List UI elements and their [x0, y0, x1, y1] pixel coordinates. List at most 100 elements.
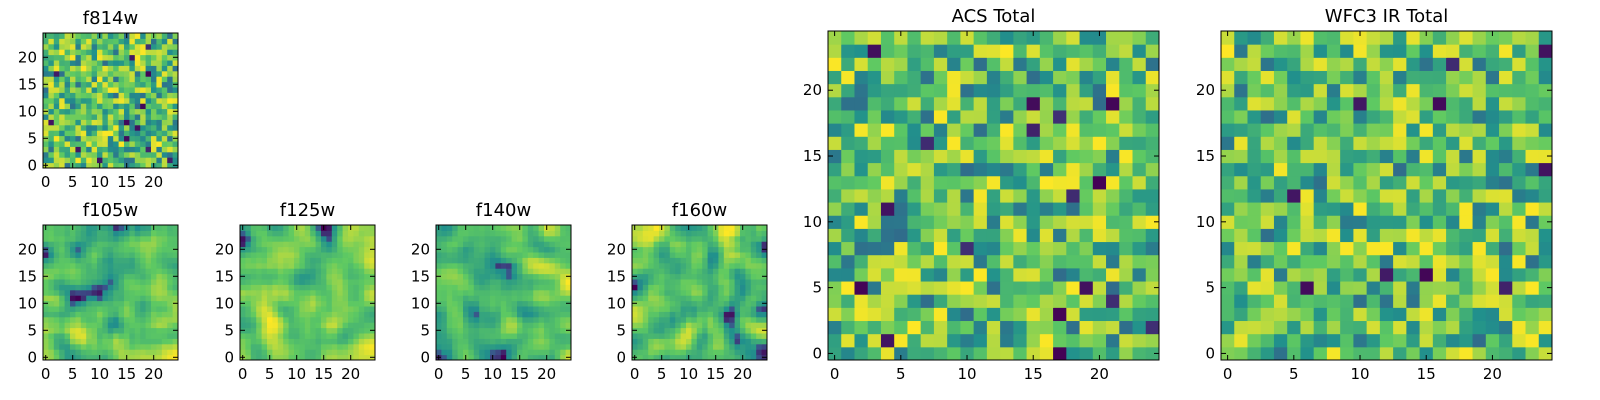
heatmap-cell [1353, 254, 1368, 269]
heatmap-cell [933, 267, 948, 282]
heatmap-cell [129, 162, 136, 169]
heatmap-cell [283, 306, 290, 312]
heatmap-cell [156, 141, 163, 147]
heatmap-cell [1287, 320, 1301, 335]
heatmap-cell [920, 281, 935, 295]
heatmap-cell [1106, 333, 1120, 348]
heatmap-cell [446, 327, 453, 334]
heatmap-cell [113, 257, 120, 264]
heatmap-cell [43, 262, 49, 269]
heatmap-cell [151, 349, 157, 356]
heatmap-cell [986, 44, 1001, 58]
heatmap-cell [517, 230, 523, 237]
heatmap-cell [664, 322, 671, 329]
heatmap-cell [331, 225, 338, 231]
heatmap-cell [369, 338, 376, 345]
heatmap-cell [167, 349, 174, 356]
heatmap-cell [1026, 294, 1041, 308]
heatmap-cell [118, 38, 125, 45]
heatmap-cell [70, 295, 76, 302]
heatmap-cell [145, 246, 152, 253]
heatmap-cell [1106, 31, 1120, 45]
heatmap-cell [1393, 70, 1407, 85]
x-tick-label: 0 [238, 365, 248, 383]
heatmap-cell [544, 343, 550, 350]
heatmap-cell [729, 289, 736, 296]
heatmap-cell [134, 141, 141, 147]
heatmap-cell [500, 268, 507, 275]
axes-frame [42, 224, 179, 361]
heatmap-cell [1013, 149, 1028, 164]
heatmap-cell [1247, 31, 1262, 45]
heatmap-cell [107, 311, 114, 318]
heatmap-cell [91, 146, 98, 153]
heatmap-cell [358, 230, 365, 237]
heatmap-cell [91, 114, 98, 120]
heatmap-cell [245, 295, 252, 302]
heatmap-cell [750, 289, 757, 296]
heatmap-cell [59, 349, 66, 356]
heatmap-cell [468, 333, 475, 339]
heatmap-cell [129, 289, 136, 296]
heatmap-cell [457, 273, 464, 280]
heatmap-cell [267, 279, 273, 285]
heatmap-cell [560, 311, 567, 318]
heatmap-cell [1366, 254, 1381, 269]
heatmap-cell [1221, 254, 1235, 269]
heatmap-cell [1039, 281, 1054, 295]
heatmap-cell [565, 349, 572, 356]
heatmap-cell [1132, 70, 1147, 85]
heatmap-cell [118, 87, 125, 93]
heatmap-cell [113, 119, 120, 126]
heatmap-cell [756, 322, 763, 329]
heatmap-cell [283, 322, 290, 329]
heatmap-cell [734, 300, 741, 307]
heatmap-cell [554, 343, 561, 350]
heatmap-cell [277, 333, 284, 339]
heatmap-cell [1145, 228, 1160, 243]
heatmap-cell [1287, 162, 1301, 177]
heatmap-cell [118, 151, 125, 158]
heatmap-cell [446, 295, 453, 302]
heatmap-cell [554, 279, 561, 285]
heatmap-cell [364, 257, 371, 264]
heatmap-cell [920, 228, 935, 243]
heatmap-cell [841, 44, 855, 58]
heatmap-cell [326, 273, 333, 280]
heatmap-cell [107, 54, 114, 61]
heatmap-cell [75, 327, 82, 334]
heatmap-cell [463, 268, 469, 275]
heatmap-cell [80, 306, 87, 312]
heatmap-cell [933, 123, 948, 137]
heatmap-cell [134, 135, 141, 142]
heatmap-cell [161, 311, 168, 318]
heatmap-cell [134, 262, 141, 269]
heatmap-cell [172, 43, 179, 50]
heatmap-cell [841, 267, 855, 282]
heatmap-cell [544, 327, 550, 334]
heatmap-cell [1260, 267, 1275, 282]
heatmap-cell [321, 257, 327, 264]
heatmap-cell [1247, 83, 1262, 98]
heatmap-cell [161, 306, 168, 312]
heatmap-cell [140, 322, 147, 329]
heatmap-cell [473, 322, 480, 329]
heatmap-cell [1419, 149, 1434, 164]
heatmap-cell [1039, 123, 1054, 137]
heatmap-cell [48, 343, 55, 350]
heatmap-cell [637, 262, 644, 269]
heatmap-cell [118, 135, 125, 142]
heatmap-cell [342, 284, 349, 291]
heatmap-cell [156, 157, 163, 164]
heatmap-cell [353, 268, 360, 275]
heatmap-cell [59, 119, 66, 126]
heatmap-cell [527, 257, 534, 264]
heatmap-cell [907, 241, 922, 256]
heatmap-cell [1053, 346, 1067, 361]
heatmap-cell [53, 87, 60, 93]
heatmap-cell [549, 333, 556, 339]
heatmap-cell [283, 262, 290, 269]
heatmap-cell [484, 241, 491, 248]
heatmap-cell [118, 268, 125, 275]
heatmap-cell [527, 349, 534, 356]
